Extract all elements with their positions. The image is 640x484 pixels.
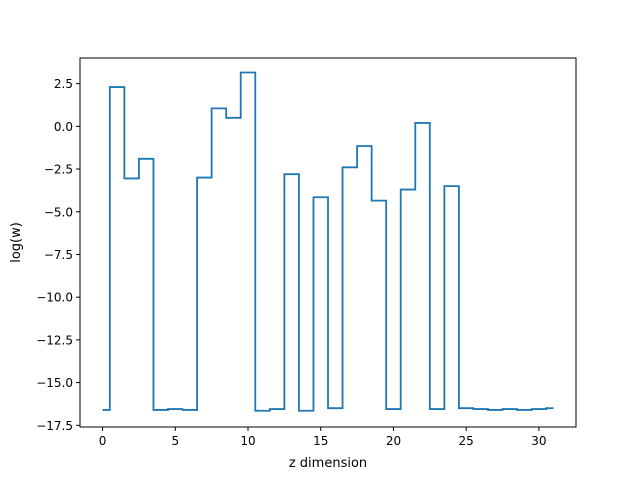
y-tick-label: 0.0 [54, 120, 73, 134]
axes-frame [79, 57, 577, 428]
plot-area [102, 71, 554, 412]
series-step-line [102, 71, 554, 412]
x-axis-label: z dimension [289, 456, 367, 471]
y-tick-label: −2.5 [44, 163, 73, 177]
y-tick-label: −5.0 [44, 205, 73, 219]
y-tick-label: −7.5 [44, 248, 73, 262]
y-tick-label: 2.5 [54, 77, 73, 91]
y-tick-label: −10.0 [36, 291, 73, 305]
y-tick-label: −17.5 [36, 419, 73, 433]
y-axis-label: log(w) [9, 222, 24, 263]
x-tick-label: 10 [240, 434, 255, 448]
x-tick-label: 5 [171, 434, 179, 448]
x-tick-label: 0 [99, 434, 107, 448]
x-tick-label: 30 [531, 434, 546, 448]
x-tick-label: 15 [313, 434, 328, 448]
x-tick-label: 25 [459, 434, 474, 448]
x-axis-ticks: 0 5 10 15 20 25 30 [99, 427, 547, 448]
y-axis-ticks: 2.5 0.0 −2.5 −5.0 −7.5 −10.0 −12.5 −15.0 −17.5 [36, 77, 80, 433]
x-tick-label: 20 [386, 434, 401, 448]
y-tick-label: −12.5 [36, 333, 73, 347]
y-tick-label: −15.0 [36, 376, 73, 390]
